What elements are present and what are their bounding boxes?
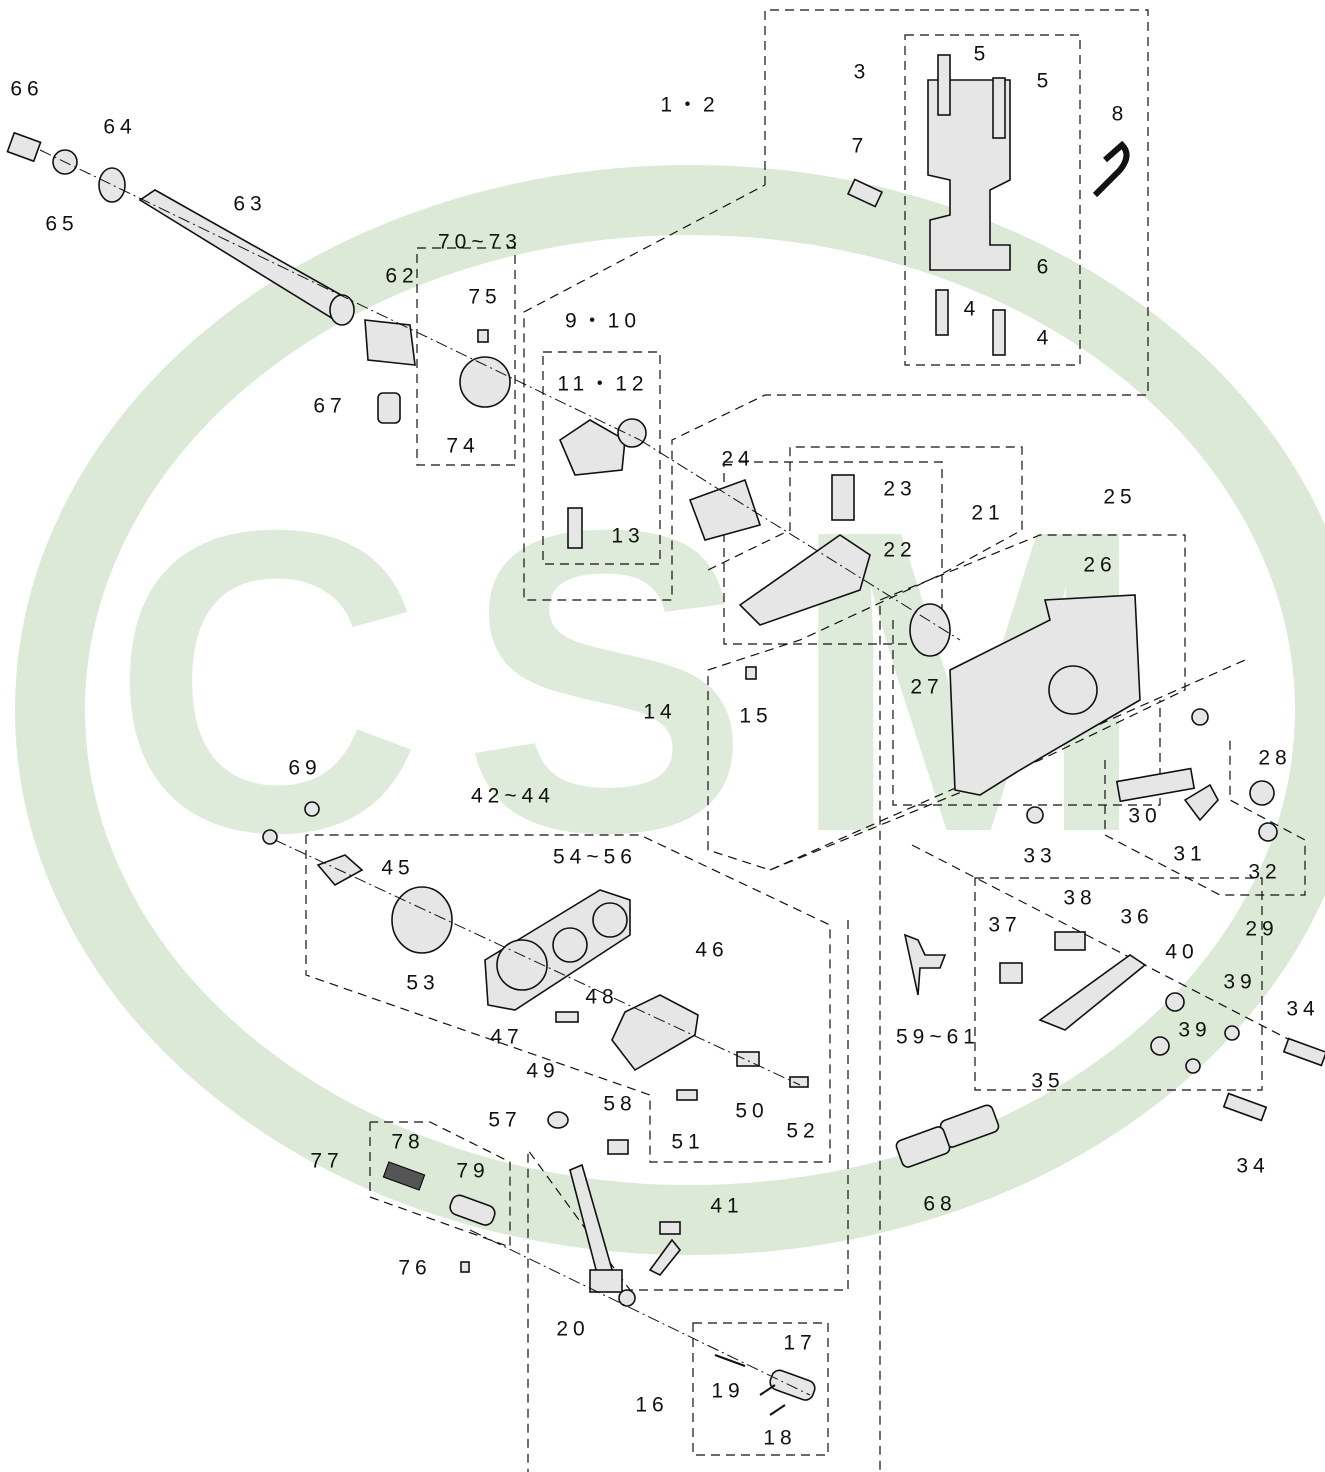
diagram: CSM — [0, 0, 1325, 1472]
part-label: 37 — [988, 914, 1021, 937]
part-label: 34 — [1286, 998, 1319, 1021]
part-label: 54~56 — [553, 846, 637, 869]
part-label: 70~73 — [438, 231, 522, 254]
part-label: 21 — [971, 502, 1004, 525]
part-label: 14 — [643, 701, 676, 724]
part-label: 66 — [10, 78, 43, 101]
part-label: 7 — [852, 135, 869, 158]
part-label: 79 — [456, 1160, 489, 1183]
part-label: 46 — [695, 939, 728, 962]
part-label: 38 — [1063, 887, 1096, 910]
part-label: 39 — [1223, 971, 1256, 994]
part-label: 27 — [910, 676, 943, 699]
part-label: 64 — [103, 116, 136, 139]
part-label: 34 — [1236, 1155, 1269, 1178]
part-label: 59~61 — [896, 1026, 980, 1049]
part-label: 74 — [446, 435, 479, 458]
part-label: 52 — [786, 1120, 819, 1143]
part-label: 6 — [1037, 256, 1054, 279]
part-label: 16 — [635, 1394, 668, 1417]
part-label: 19 — [711, 1380, 744, 1403]
part-label: 33 — [1023, 845, 1056, 868]
part-label: 29 — [1245, 918, 1278, 941]
part-label: 63 — [233, 193, 266, 216]
part-label: 48 — [585, 986, 618, 1009]
part-label: 20 — [556, 1318, 589, 1341]
part-label: 77 — [310, 1150, 343, 1173]
part-label: 32 — [1248, 861, 1281, 884]
part-label: 1・2 — [660, 94, 719, 117]
part-label: 5 — [1037, 70, 1054, 93]
part-label: 35 — [1031, 1070, 1064, 1093]
part-label: 39 — [1178, 1019, 1211, 1042]
part-label: 47 — [490, 1026, 523, 1049]
part-label: 68 — [923, 1193, 956, 1216]
part-label: 41 — [710, 1195, 743, 1218]
part-label: 24 — [721, 448, 754, 471]
part-label: 49 — [526, 1060, 559, 1083]
part-label: 23 — [883, 478, 916, 501]
part-label: 42~44 — [471, 785, 555, 808]
part-label: 67 — [313, 395, 346, 418]
part-label: 50 — [735, 1100, 768, 1123]
watermark: CSM — [50, 200, 1325, 1220]
part-label: 25 — [1103, 486, 1136, 509]
part-label: 45 — [381, 857, 414, 880]
part-label: 75 — [468, 286, 501, 309]
part-label: 9・10 — [565, 310, 641, 333]
part-label: 31 — [1173, 843, 1206, 866]
part-label: 58 — [603, 1093, 636, 1116]
part-label: 26 — [1083, 554, 1116, 577]
part-label: 57 — [488, 1109, 521, 1132]
part-label: 30 — [1128, 805, 1161, 828]
part-label: 17 — [783, 1332, 816, 1355]
part-label: 28 — [1258, 747, 1291, 770]
part-label: 13 — [611, 525, 644, 548]
part-label: 8 — [1112, 103, 1129, 126]
part-label: 76 — [398, 1257, 431, 1280]
part-label: 53 — [406, 972, 439, 995]
part-label: 3 — [854, 61, 871, 84]
part-label: 78 — [391, 1131, 424, 1154]
part-label: 40 — [1165, 941, 1198, 964]
part-label: 15 — [739, 705, 772, 728]
part-label: 69 — [288, 757, 321, 780]
part-label: 65 — [45, 213, 78, 236]
part-label: 4 — [964, 298, 981, 321]
part-label: 18 — [763, 1427, 796, 1450]
part-label: 5 — [974, 43, 991, 66]
part-label: 36 — [1120, 906, 1153, 929]
part-label: 11・12 — [557, 373, 648, 396]
part-label: 4 — [1037, 327, 1054, 350]
part-label: 22 — [883, 539, 916, 562]
part-label: 51 — [671, 1131, 704, 1154]
part-label: 62 — [385, 265, 418, 288]
